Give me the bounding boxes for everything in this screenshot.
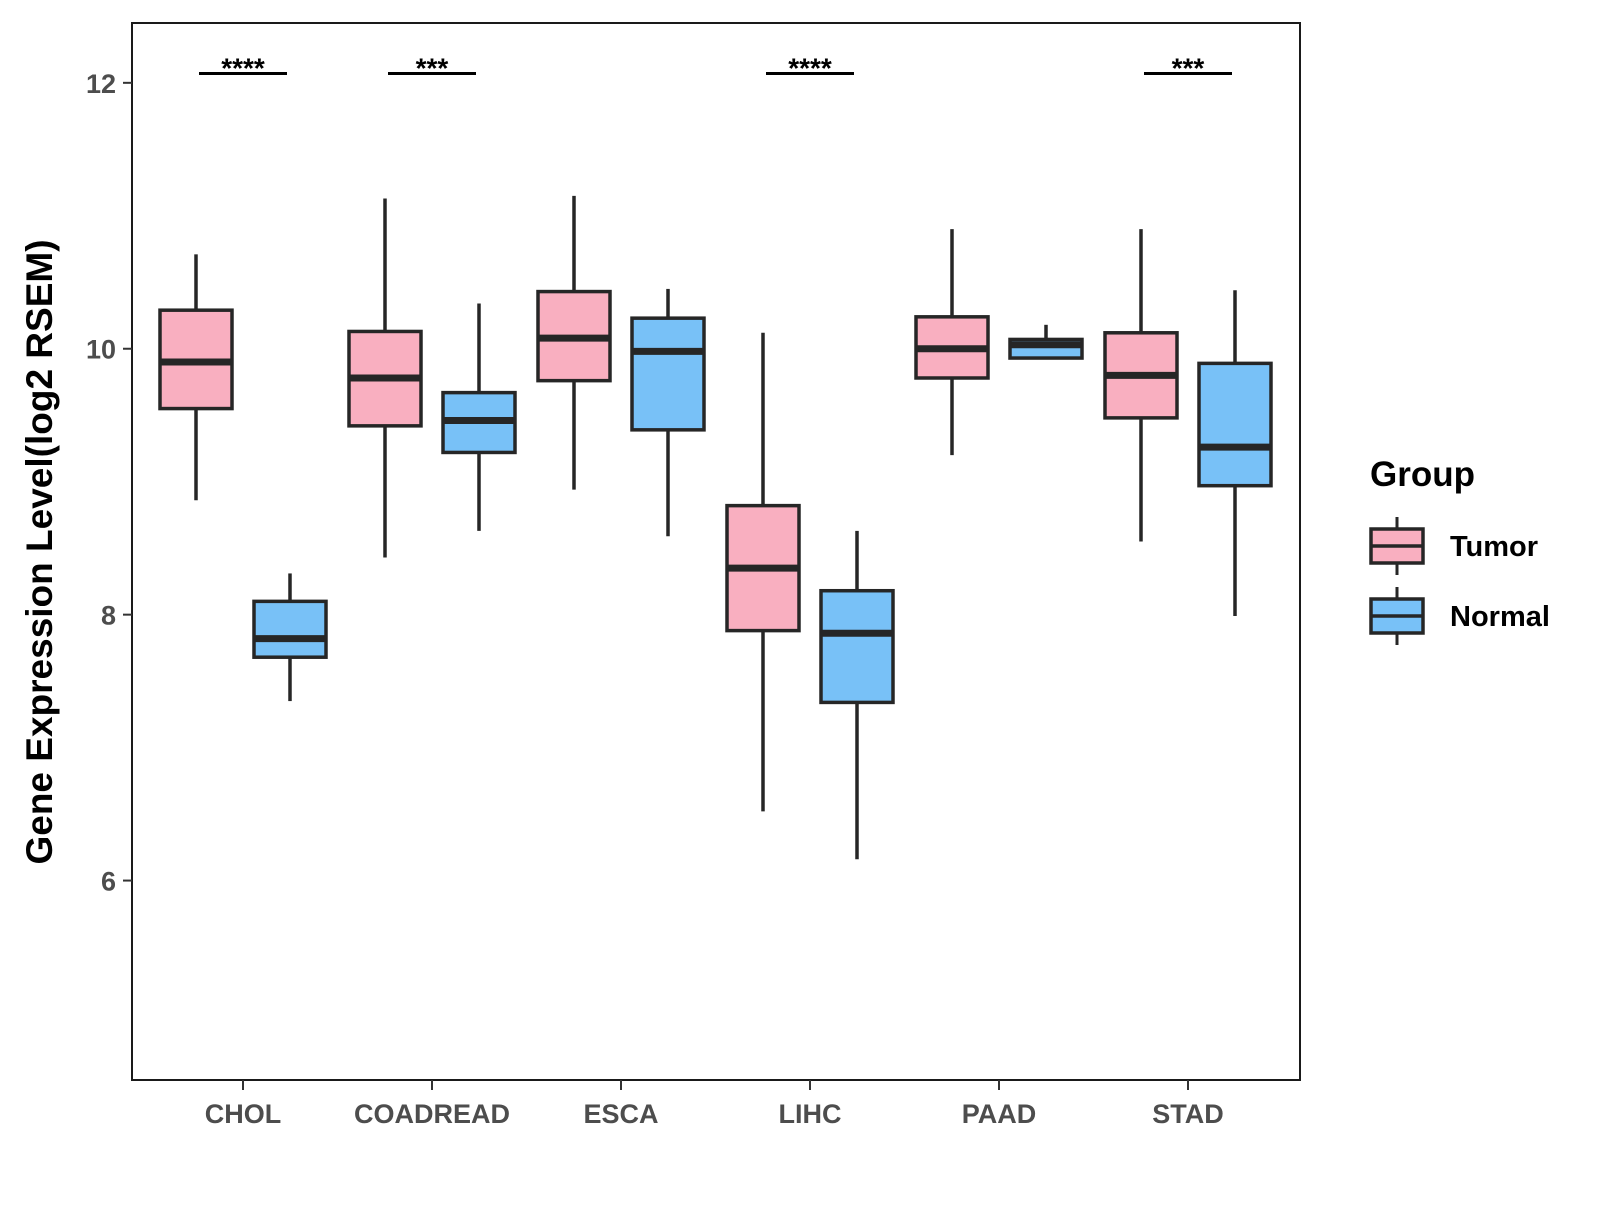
- x-tick-label: CHOL: [205, 1099, 282, 1129]
- x-tick-label: STAD: [1152, 1099, 1224, 1129]
- legend-label: Normal: [1450, 601, 1550, 633]
- panel-border: [131, 22, 1301, 1081]
- box-tumor-esca: [536, 195, 612, 490]
- box-tumor-chol: [158, 254, 234, 501]
- y-tick-label: 12: [86, 69, 116, 99]
- box-tumor-lihc: [725, 332, 801, 812]
- legend-item-normal: Normal: [1369, 587, 1550, 645]
- significance-label: ***: [416, 53, 449, 84]
- x-tick-label: LIHC: [779, 1099, 842, 1129]
- x-tick-label: COADREAD: [354, 1099, 510, 1129]
- legend-title: Group: [1370, 455, 1475, 494]
- y-tick-label: 8: [101, 601, 116, 631]
- legend-item-tumor: Tumor: [1369, 517, 1538, 575]
- y-tick-label: 10: [86, 335, 116, 365]
- boxes: [158, 195, 1273, 860]
- box-iqr: [252, 599, 328, 659]
- y-tick-label: 6: [101, 867, 116, 897]
- significance-label: ***: [1172, 53, 1205, 84]
- box-tumor-stad: [1103, 229, 1179, 542]
- box-tumor-coadread: [347, 198, 423, 558]
- y-axis-label: Gene Expression Level(log2 RSEM): [19, 239, 60, 864]
- box-normal-stad: [1197, 290, 1273, 616]
- significance-label: ****: [221, 53, 265, 84]
- box-normal-esca: [630, 288, 706, 537]
- box-normal-paad: [1008, 324, 1084, 360]
- x-tick-label: PAAD: [962, 1099, 1037, 1129]
- legend-label: Tumor: [1450, 531, 1538, 563]
- box-iqr: [630, 316, 706, 432]
- legend: Group Tumor Normal: [1369, 455, 1550, 645]
- x-tick-label: ESCA: [583, 1099, 658, 1129]
- box-normal-chol: [252, 573, 328, 702]
- box-normal-coadread: [441, 303, 517, 531]
- box-iqr: [1197, 361, 1273, 488]
- axes: 6 8 10 12 CHOL COADREAD ESCA LIHC PAAD STAD: [86, 69, 1224, 1129]
- plot-panel: [131, 22, 1301, 1081]
- box-iqr: [819, 588, 895, 705]
- legend-items: Tumor Normal: [1369, 517, 1550, 645]
- box-normal-lihc: [819, 530, 895, 860]
- significance-label: ****: [788, 53, 832, 84]
- box-tumor-paad: [914, 229, 990, 456]
- significance-annotations: **** *** **** ***: [199, 53, 1232, 84]
